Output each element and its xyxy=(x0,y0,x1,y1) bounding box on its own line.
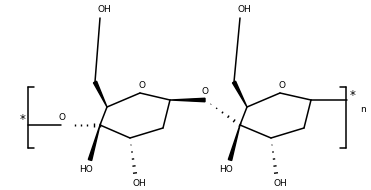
Text: O: O xyxy=(59,113,66,123)
Polygon shape xyxy=(170,98,205,102)
Text: OH: OH xyxy=(97,6,111,14)
Polygon shape xyxy=(228,125,240,161)
Polygon shape xyxy=(233,81,247,107)
Text: *: * xyxy=(20,113,26,127)
Text: O: O xyxy=(138,82,145,90)
Polygon shape xyxy=(93,81,107,107)
Text: O: O xyxy=(279,82,286,90)
Text: HO: HO xyxy=(219,165,233,174)
Text: O: O xyxy=(201,88,209,97)
Text: *: * xyxy=(350,89,356,101)
Text: OH: OH xyxy=(273,178,287,188)
Text: OH: OH xyxy=(237,6,251,14)
Polygon shape xyxy=(88,125,100,161)
Text: HO: HO xyxy=(79,165,93,174)
Text: n: n xyxy=(360,105,366,115)
Text: OH: OH xyxy=(132,178,146,188)
